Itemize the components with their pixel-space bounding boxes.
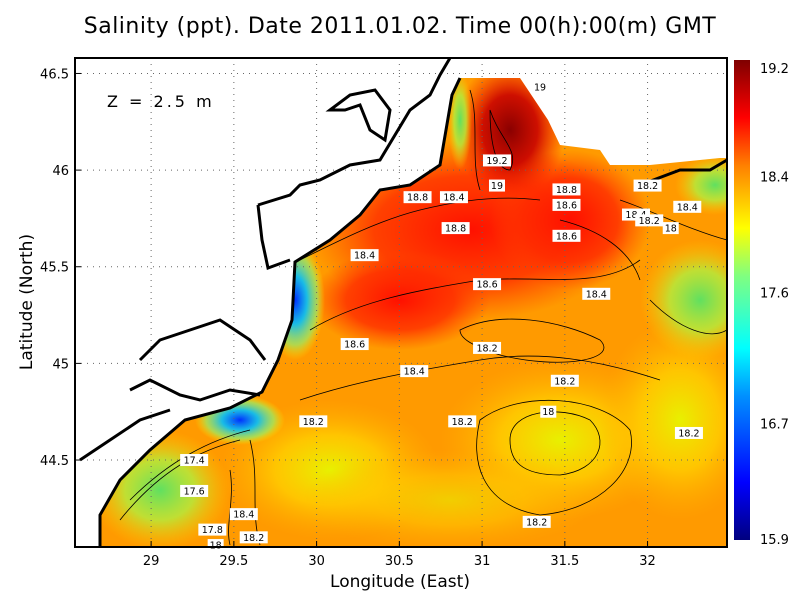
x-axis-label: Longitude (East) [330, 572, 470, 592]
contour-label-bg [180, 484, 209, 497]
colorbar-tick-label: 17.6 [760, 287, 789, 302]
colorbar-tick-label: 16.7 [760, 418, 789, 433]
contour-label: 18.4 [233, 510, 254, 521]
contour-label-bg [439, 191, 468, 204]
contour-label: 18.4 [404, 367, 425, 378]
contour-label: 18.2 [303, 417, 324, 428]
contour-label-bg [207, 539, 224, 552]
coastline [79, 57, 728, 547]
x-tick-label: 31.5 [550, 554, 579, 569]
contour-label-bg [448, 415, 477, 428]
y-axis: 46.5 46 45.5 45 44.5 [40, 67, 81, 469]
contour-label-bg [340, 338, 369, 351]
contour-label: 17.4 [184, 456, 205, 467]
contour-label: 18 [665, 224, 677, 235]
chart-title: Salinity (ppt). Date 2011.01.02. Time 00… [83, 14, 717, 39]
colorbar [734, 60, 750, 540]
y-tick-label: 45 [52, 357, 69, 372]
contour-label: 18.2 [452, 417, 473, 428]
contour-label-bg [482, 154, 511, 167]
contour-label-bg [635, 214, 664, 227]
plot-frame [74, 57, 728, 548]
contour-label: 18.8 [407, 193, 428, 204]
contour-label: 18.4 [443, 193, 464, 204]
contour-label: 17.8 [202, 525, 223, 536]
contour-label: 18.2 [554, 376, 575, 387]
x-tick-label: 29 [143, 554, 160, 569]
x-tick-label: 31 [474, 554, 491, 569]
x-tick-label: 30.5 [385, 554, 414, 569]
y-tick-label: 46 [52, 164, 69, 179]
contour-label: 18.6 [556, 200, 577, 211]
contour-label: 19 [491, 181, 503, 192]
contour-label-bg [552, 198, 581, 211]
contour-label: 18.4 [586, 289, 607, 300]
contour-label: 18.8 [445, 224, 466, 235]
contour-label-bg [633, 179, 662, 192]
contour-label: 18.8 [556, 185, 577, 196]
colorbar-tick-label: 19.2 [760, 62, 789, 77]
contour-label-bg [229, 508, 258, 521]
contour-label-bg [662, 222, 679, 235]
contour-label: 18.6 [344, 340, 365, 351]
contour-label: 18.2 [678, 428, 699, 439]
contour-label-bg [552, 229, 581, 242]
contour-label-bg [198, 523, 227, 536]
salinity-field [100, 78, 727, 547]
contour-label: 19 [534, 82, 546, 93]
contour-label: 18 [542, 407, 554, 418]
contour-label-bg [582, 287, 611, 300]
contour-label-bg [473, 341, 502, 354]
contour-label: 17.6 [184, 486, 205, 497]
contour-label-bg [552, 183, 581, 196]
contour-label-bg [350, 249, 379, 262]
contour-label: 19.2 [486, 156, 507, 167]
colorbar-ticks: 19.2 18.4 17.6 16.7 15.9 [760, 62, 789, 548]
y-tick-label: 44.5 [40, 454, 69, 469]
contour-label: 18.6 [556, 231, 577, 242]
contour-label-bg [532, 80, 549, 93]
x-tick-label: 32 [639, 554, 656, 569]
contour-label-bg [540, 405, 557, 418]
contour-label-bg [674, 426, 703, 439]
y-axis-label: Latitude (North) [17, 234, 37, 370]
contour-label-bg [473, 278, 502, 291]
y-tick-label: 45.5 [40, 261, 69, 276]
contour-label: 18.2 [243, 533, 264, 544]
contour-label-bg [550, 374, 579, 387]
contour-label-bg [522, 515, 551, 528]
x-tick-label: 30 [308, 554, 325, 569]
contour-label: 18.4 [354, 251, 375, 262]
depth-label: Z = 2.5 m [107, 92, 215, 111]
contour-label-bg [403, 191, 432, 204]
contour-label-bg [488, 179, 505, 192]
colorbar-tick-label: 18.4 [760, 170, 789, 185]
y-tick-label: 46.5 [40, 67, 69, 82]
colorbar-tick-label: 15.9 [760, 533, 789, 548]
contour-label-bg [239, 531, 268, 544]
contour-label: 18.2 [476, 343, 497, 354]
contour-label-bg [673, 200, 702, 213]
contour-label-bg [400, 365, 429, 378]
contour-label: 18.6 [476, 280, 497, 291]
contour-label: 18.4 [677, 202, 698, 213]
contour-label: 18.2 [639, 216, 660, 227]
contour-labels: 19 19.2 19 18.8 18.4 18.8 18.6 18.2 18.4 18.4 18.2… [180, 80, 703, 552]
contour-label-bg [180, 454, 209, 467]
contour-label: 18.2 [526, 517, 547, 528]
x-axis: 29 29.5 30 30.5 31 31.5 32 [143, 541, 656, 569]
x-tick-label: 29.5 [219, 554, 248, 569]
contour-label: 18.2 [637, 181, 658, 192]
contour-label-bg [299, 415, 328, 428]
contour-label-bg [441, 222, 470, 235]
